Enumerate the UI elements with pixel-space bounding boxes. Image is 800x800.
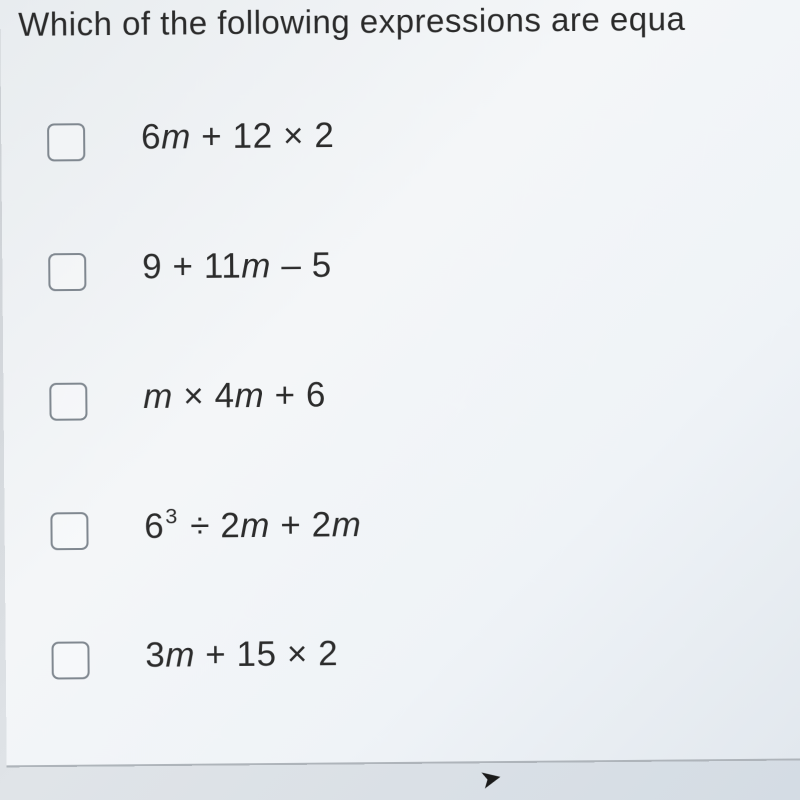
expr-part: ÷ 2 bbox=[180, 507, 241, 546]
expr-var: m bbox=[161, 117, 191, 156]
checkbox[interactable] bbox=[51, 641, 89, 679]
checkbox[interactable] bbox=[47, 123, 85, 161]
expr-part: 6 bbox=[144, 507, 164, 546]
expr-var: m bbox=[234, 376, 264, 415]
expr-part: 6 bbox=[141, 118, 161, 157]
option-row[interactable]: 6m + 12 × 2 bbox=[47, 75, 359, 208]
expr-var: m bbox=[240, 506, 270, 545]
expr-var: m bbox=[165, 636, 195, 675]
expr-part: – 5 bbox=[271, 246, 332, 285]
expr-part: × 4 bbox=[173, 376, 235, 415]
option-label: m × 4m + 6 bbox=[143, 376, 326, 417]
question-prompt: Which of the following expressions are e… bbox=[18, 0, 685, 44]
expr-var: m bbox=[241, 246, 271, 285]
cursor-icon: ➤ bbox=[477, 761, 505, 796]
checkbox[interactable] bbox=[50, 512, 88, 550]
checkbox[interactable] bbox=[48, 253, 86, 291]
expr-var: m bbox=[143, 377, 173, 416]
expr-part: 9 + 11 bbox=[142, 247, 241, 287]
option-label: 63 ÷ 2m + 2m bbox=[144, 504, 361, 547]
option-row[interactable]: 3m + 15 × 2 bbox=[51, 593, 363, 725]
option-label: 3m + 15 × 2 bbox=[145, 634, 338, 675]
option-row[interactable]: m × 4m + 6 bbox=[49, 334, 361, 466]
checkbox[interactable] bbox=[49, 383, 87, 421]
option-row[interactable]: 9 + 11m – 5 bbox=[48, 205, 360, 337]
expr-part: + 6 bbox=[264, 376, 326, 415]
expr-part: + 2 bbox=[270, 506, 332, 545]
quiz-panel: Which of the following expressions are e… bbox=[0, 0, 800, 767]
option-label: 9 + 11m – 5 bbox=[142, 246, 332, 288]
options-list: 6m + 12 × 2 9 + 11m – 5 m × 4m + 6 63 ÷ … bbox=[47, 75, 363, 725]
expr-part: + 12 × 2 bbox=[191, 116, 335, 156]
option-label: 6m + 12 × 2 bbox=[141, 116, 335, 158]
expr-part: 3 bbox=[145, 636, 165, 675]
expr-part: + 15 × 2 bbox=[195, 634, 338, 674]
option-row[interactable]: 63 ÷ 2m + 2m bbox=[50, 464, 362, 596]
expr-var: m bbox=[332, 506, 362, 545]
expr-exponent: 3 bbox=[165, 504, 178, 529]
